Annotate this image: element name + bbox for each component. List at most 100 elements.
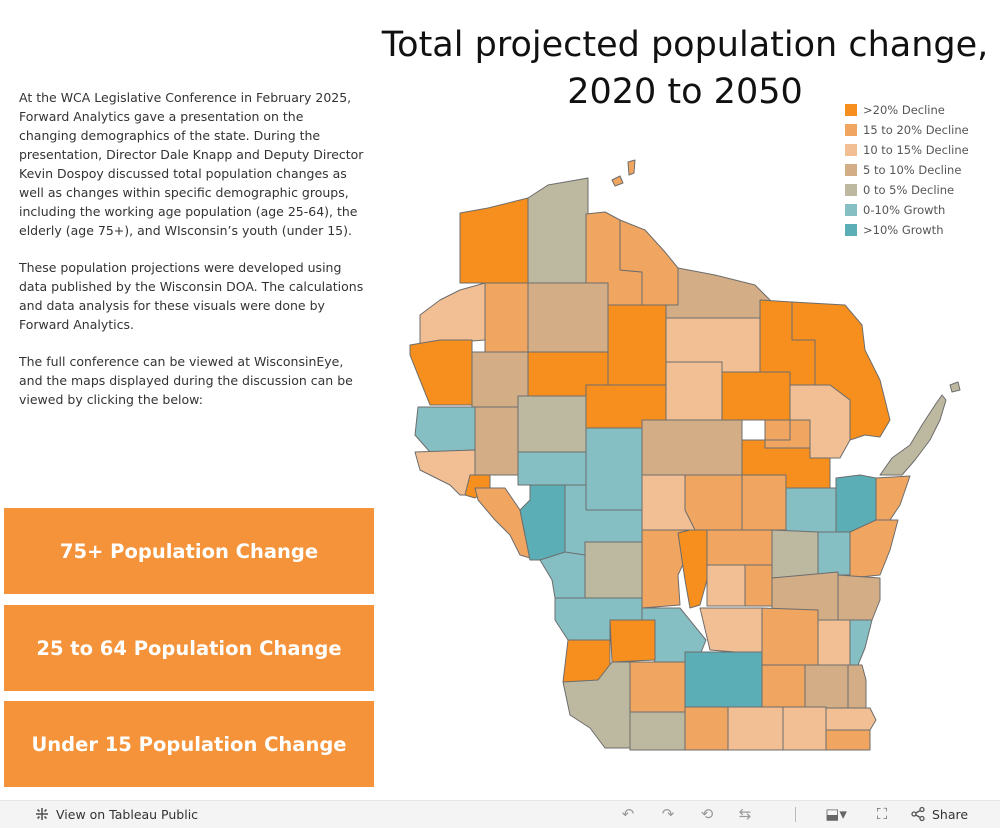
county-la-crosse[interactable] — [539, 551, 586, 599]
county-vilas[interactable] — [665, 267, 771, 319]
intro-paragraph-3: The full conference can be viewed at Wis… — [19, 354, 353, 407]
intro-text: At the WCA Legislative Conference in Feb… — [19, 88, 364, 427]
view-on-tableau-public-label: View on Tableau Public — [56, 806, 199, 822]
county-marathon[interactable] — [641, 419, 743, 476]
legend-item-0-5-decline[interactable]: 0 to 5% Decline — [845, 180, 969, 200]
legend-swatch — [845, 224, 857, 236]
county-lincoln[interactable] — [665, 361, 723, 421]
county-green[interactable] — [684, 706, 729, 751]
county-milwaukee[interactable] — [847, 664, 867, 709]
county-calumet[interactable] — [817, 531, 851, 576]
legend-swatch — [845, 204, 857, 216]
redo-icon[interactable]: ↷ — [661, 805, 675, 823]
legend-item-0-10-growth[interactable]: 0-10% Growth — [845, 200, 969, 220]
county-sheboygan[interactable] — [837, 574, 881, 621]
title-line-1: Total projected population change, — [381, 25, 989, 65]
county-monroe[interactable] — [584, 541, 643, 599]
legend-item-10-15-decline[interactable]: 10 to 15% Decline — [845, 140, 969, 160]
county-marinette[interactable] — [791, 301, 891, 441]
county-clark[interactable] — [585, 427, 643, 511]
county-jefferson[interactable] — [761, 664, 806, 708]
revert-icon[interactable]: ⟲ — [700, 805, 714, 823]
tableau-toolbar: View on Tableau Public ↶ ↷ ⟲ ⇆ ⬓▾ ⛶ Shar… — [0, 800, 1000, 828]
download-icon[interactable]: ⬓▾ — [825, 805, 847, 823]
county-washburn[interactable] — [484, 282, 529, 353]
title-line-2: 2020 to 2050 — [567, 72, 803, 112]
legend-item-15-20-decline[interactable]: 15 to 20% Decline — [845, 120, 969, 140]
legend-swatch — [845, 184, 857, 196]
county-juneau[interactable] — [641, 529, 686, 609]
legend-item-5-10-decline[interactable]: 5 to 10% Decline — [845, 160, 969, 180]
county-chippewa[interactable] — [517, 395, 587, 453]
legend-label: 15 to 20% Decline — [863, 123, 969, 137]
county-sauk[interactable] — [609, 619, 656, 663]
county-apostle-islands[interactable] — [611, 175, 624, 187]
refresh-icon[interactable]: ⇆ — [738, 805, 752, 823]
county-marquette[interactable] — [706, 564, 746, 607]
fullscreen-icon[interactable]: ⛶ — [876, 805, 888, 823]
legend-swatch — [845, 124, 857, 136]
county-door[interactable] — [879, 394, 947, 476]
county-winnebago[interactable] — [771, 529, 819, 579]
wisconsin-county-map — [409, 159, 961, 751]
legend-swatch — [845, 144, 857, 156]
button-75-plus-population-change[interactable]: 75+ Population Change — [4, 508, 374, 594]
county-manitowoc[interactable] — [849, 519, 899, 579]
county-ozaukee[interactable] — [849, 619, 873, 666]
county-adams[interactable] — [677, 529, 708, 609]
legend-swatch — [845, 164, 857, 176]
county-forest[interactable] — [721, 371, 791, 421]
intro-paragraph-2: These population projections were develo… — [19, 260, 364, 332]
county-sawyer[interactable] — [527, 282, 609, 353]
county-waukesha[interactable] — [804, 664, 849, 709]
legend-label: 5 to 10% Decline — [863, 163, 962, 177]
map-legend: >20% Decline 15 to 20% Decline 10 to 15%… — [845, 100, 969, 240]
view-on-tableau-public-link[interactable]: View on Tableau Public — [34, 806, 198, 822]
legend-label: 10 to 15% Decline — [863, 143, 969, 157]
county-dodge[interactable] — [761, 607, 819, 666]
county-racine[interactable] — [825, 707, 877, 731]
legend-label: >10% Growth — [863, 223, 944, 237]
county-eau-claire[interactable] — [517, 451, 587, 486]
county-rock[interactable] — [727, 706, 784, 751]
county-iowa[interactable] — [629, 661, 686, 713]
county-walworth[interactable] — [782, 706, 827, 751]
intro-paragraph-1: At the WCA Legislative Conference in Feb… — [19, 90, 364, 238]
county-outagamie[interactable] — [785, 487, 837, 533]
legend-label: >20% Decline — [863, 103, 945, 117]
county-dunn[interactable] — [474, 406, 519, 476]
button-under-15-population-change[interactable]: Under 15 Population Change — [4, 701, 374, 787]
county-polk[interactable] — [409, 339, 473, 406]
county-columbia[interactable] — [699, 607, 763, 653]
county-bayfield[interactable] — [527, 177, 589, 284]
share-icon — [911, 806, 925, 822]
county-kewaunee[interactable] — [875, 475, 911, 521]
county-st-croix[interactable] — [414, 406, 476, 453]
county-buffalo[interactable] — [474, 487, 531, 559]
county-island-small[interactable] — [627, 159, 636, 176]
toolbar-separator — [795, 807, 796, 822]
button-25-to-64-population-change[interactable]: 25 to 64 Population Change — [4, 605, 374, 691]
county-washington-island[interactable] — [949, 381, 961, 393]
county-waupaca[interactable] — [741, 474, 787, 531]
legend-item-over-10-growth[interactable]: >10% Growth — [845, 220, 969, 240]
legend-swatch — [845, 104, 857, 116]
county-dane[interactable] — [684, 651, 763, 708]
share-button[interactable]: Share — [910, 806, 968, 822]
county-burnett[interactable] — [419, 282, 486, 346]
map-title: Total projected population change, 2020 … — [380, 22, 990, 116]
county-menominee[interactable] — [764, 419, 791, 441]
county-lafayette[interactable] — [629, 711, 686, 751]
legend-item-over-20-decline[interactable]: >20% Decline — [845, 100, 969, 120]
county-portage[interactable] — [684, 474, 743, 531]
county-pierce[interactable] — [414, 449, 476, 496]
county-kenosha[interactable] — [825, 729, 871, 751]
county-waushara[interactable] — [706, 529, 773, 566]
county-douglas[interactable] — [459, 197, 529, 284]
undo-icon[interactable]: ↶ — [621, 805, 635, 823]
legend-label: 0 to 5% Decline — [863, 183, 955, 197]
county-green-lake[interactable] — [744, 564, 773, 607]
county-washington[interactable] — [817, 619, 851, 666]
county-price[interactable] — [607, 304, 667, 386]
legend-label: 0-10% Growth — [863, 203, 946, 217]
